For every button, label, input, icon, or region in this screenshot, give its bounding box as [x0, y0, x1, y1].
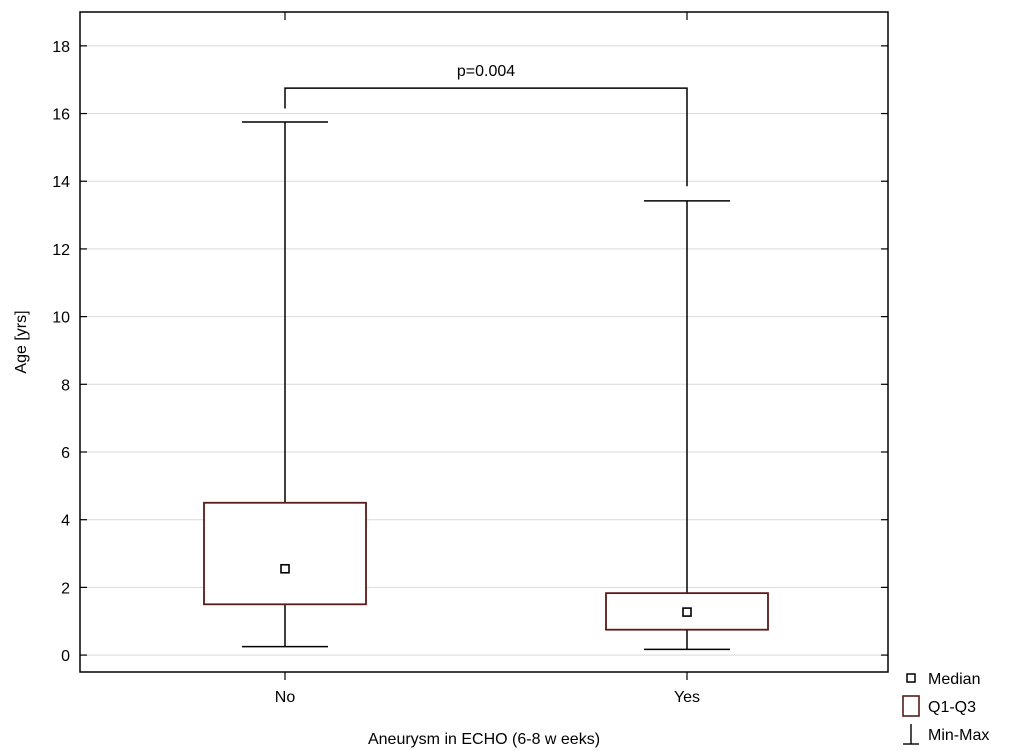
legend-median-symbol: [906, 673, 916, 683]
y-tick-label: 12: [52, 242, 70, 259]
y-tick-label: 8: [61, 377, 70, 394]
legend-label: Median: [928, 671, 980, 688]
legend-box-symbol: [902, 695, 920, 717]
median-marker: [682, 607, 692, 617]
box-no: [203, 121, 367, 648]
legend-item-median: Median: [906, 671, 980, 688]
y-tick-label: 6: [61, 445, 70, 462]
y-tick-label: 4: [61, 513, 70, 530]
gridlines: [80, 45, 888, 656]
legend-label: Q1-Q3: [928, 699, 976, 716]
y-tick-label: 14: [52, 174, 70, 191]
legend-label: Min-Max: [928, 727, 989, 744]
x-tick-label: No: [275, 689, 296, 706]
legend-item-min-max: Min-Max: [903, 724, 989, 745]
y-tick-label: 16: [52, 107, 70, 124]
x-axis-ticks: No Yes: [275, 12, 700, 706]
median-marker: [280, 563, 290, 574]
p-value-label: p=0.004: [457, 63, 515, 80]
y-tick-label: 18: [52, 39, 70, 56]
y-tick-label: 0: [61, 648, 70, 665]
y-tick-label: 10: [52, 310, 70, 327]
boxes: [203, 121, 769, 651]
x-axis-title: Aneurysm in ECHO (6-8 w eeks): [368, 731, 600, 748]
legend: Median Q1-Q3 Min-Max: [902, 671, 989, 745]
plot-frame: [79, 11, 889, 673]
x-tick-label: Yes: [674, 689, 700, 706]
legend-item-q1-q3: Q1-Q3: [902, 695, 976, 717]
significance-annotation: p=0.004: [284, 63, 688, 187]
iqr-box: [203, 501, 367, 606]
box-yes: [605, 200, 769, 651]
y-axis-title: Age [yrs]: [13, 310, 30, 373]
significance-bracket: [284, 87, 688, 187]
y-tick-label: 2: [61, 580, 70, 597]
y-axis-ticks: 0 2 4 6 8 10 12 14 16 18: [52, 39, 888, 665]
